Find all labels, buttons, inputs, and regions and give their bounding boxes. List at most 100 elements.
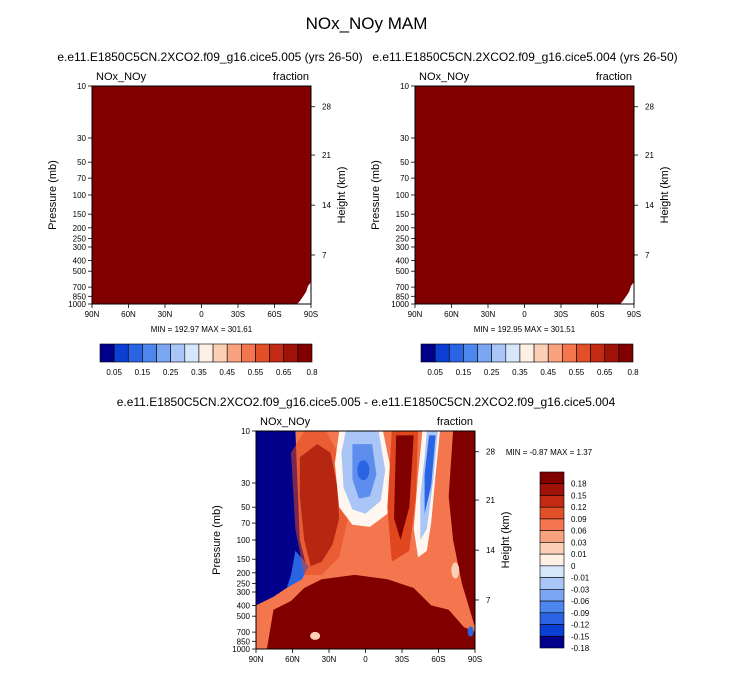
x-tick-label: 90S — [627, 310, 641, 319]
height-tick-label: 7 — [486, 596, 491, 605]
panel-title: e.e11.E1850C5CN.2XCO2.f09_g16.cice5.004 … — [372, 50, 677, 64]
colorbar-box — [198, 343, 214, 363]
y-tick-label: 850 — [237, 637, 251, 646]
colorbar-label: 0.18 — [571, 480, 587, 489]
y-tick-label: 30 — [400, 134, 409, 143]
contour-red-rim — [291, 431, 348, 575]
colorbar-box — [547, 343, 563, 363]
x-tick-label: 90S — [468, 655, 482, 664]
y-axis-label: Pressure (mb) — [211, 505, 223, 575]
y-tick-label: 150 — [73, 210, 87, 219]
colorbar-label: 0.05 — [427, 368, 443, 377]
colorbar-box — [491, 343, 507, 363]
colorbar-label: 0.05 — [106, 368, 122, 377]
y-tick-label: 300 — [73, 243, 87, 252]
colorbar-box — [463, 343, 478, 363]
missing-data-notch — [620, 282, 634, 304]
colorbar-box — [539, 518, 565, 531]
left-string: NOx_NOy — [260, 416, 311, 428]
colorbar-box — [539, 577, 565, 590]
y-tick-label: 1000 — [68, 300, 86, 309]
y-tick-label: 250 — [73, 234, 87, 243]
colorbar-label: 0.25 — [484, 368, 500, 377]
height-tick-label: 14 — [322, 201, 331, 210]
colorbar-box — [127, 343, 143, 363]
colorbar-label: -0.12 — [571, 621, 590, 630]
y-tick-label: 400 — [396, 257, 410, 266]
y-tick-label: 150 — [237, 555, 251, 564]
y-tick-label: 500 — [237, 612, 251, 621]
page-title: NOx_NOy MAM — [305, 14, 428, 33]
y-tick-label: 10 — [241, 427, 250, 436]
y-tick-label: 30 — [241, 479, 250, 488]
colorbar-box — [533, 343, 549, 363]
x-tick-label: 30N — [481, 310, 496, 319]
colorbar-label: 0.01 — [571, 550, 587, 559]
colorbar-label: -0.18 — [571, 644, 590, 653]
right-string: fraction — [437, 416, 473, 428]
y-tick-label: 70 — [241, 519, 250, 528]
panel-title: e.e11.E1850C5CN.2XCO2.f09_g16.cice5.005 … — [57, 50, 362, 64]
colorbar-label: -0.06 — [571, 597, 590, 606]
y-tick-label: 1000 — [232, 645, 250, 654]
y-tick-label: 70 — [77, 174, 86, 183]
difference-contours — [256, 431, 475, 649]
x-tick-label: 60N — [121, 310, 136, 319]
y-tick-label: 400 — [73, 257, 87, 266]
height-tick-label: 21 — [486, 496, 495, 505]
colorbar-label: 0.45 — [219, 368, 235, 377]
x-tick-label: 90N — [408, 310, 423, 319]
stats-label: MIN = 192.95 MAX = 301.51 — [474, 325, 576, 334]
colorbar-box — [184, 343, 200, 363]
y-tick-label: 700 — [396, 283, 410, 292]
x-tick-label: 30S — [231, 310, 245, 319]
colorbar-box — [156, 343, 171, 363]
x-tick-label: 0 — [199, 310, 204, 319]
colorbar-label: 0.09 — [571, 515, 587, 524]
y-tick-label: 200 — [73, 224, 87, 233]
y-tick-label: 50 — [241, 503, 250, 512]
colorbar-box — [212, 343, 228, 363]
y-tick-label: 70 — [400, 174, 409, 183]
y-tick-label: 300 — [396, 243, 410, 252]
contour-blue-right — [424, 435, 436, 514]
left-string: NOx_NOy — [96, 71, 147, 83]
x-tick-label: 90S — [304, 310, 318, 319]
colorbar-label: -0.01 — [571, 574, 590, 583]
colorbar-label: 0.65 — [276, 368, 292, 377]
y-tick-label: 700 — [237, 628, 251, 637]
colorbar-label: 0.03 — [571, 538, 587, 547]
right-string: fraction — [273, 71, 309, 83]
y-tick-label: 1000 — [391, 300, 409, 309]
y-tick-label: 250 — [237, 579, 251, 588]
colorbar-label: -0.09 — [571, 609, 590, 618]
height-tick-label: 28 — [322, 103, 331, 112]
x-tick-label: 90N — [249, 655, 264, 664]
colorbar-box — [618, 343, 634, 363]
x-tick-label: 0 — [363, 655, 368, 664]
y-tick-label: 200 — [396, 224, 410, 233]
colorbar-box — [448, 343, 464, 363]
colorbar-box — [539, 600, 565, 614]
colorbar-box — [539, 635, 565, 649]
height-tick-label: 21 — [645, 151, 654, 160]
colorbar-box — [539, 483, 565, 496]
height-tick-label: 7 — [645, 251, 650, 260]
height-tick-label: 14 — [645, 201, 654, 210]
x-tick-label: 60N — [444, 310, 459, 319]
stats-label: MIN = -0.87 MAX = 1.37 — [506, 448, 593, 457]
colorbar-box — [283, 343, 299, 363]
colorbar-box — [505, 343, 521, 363]
height-tick-label: 28 — [486, 448, 495, 457]
colorbar-label: 0.15 — [571, 491, 587, 500]
colorbar-label: 0 — [571, 562, 576, 571]
colorbar-box — [226, 343, 242, 363]
contour-blue-patch-corner — [467, 626, 474, 637]
colorbar-label: 0.12 — [571, 503, 587, 512]
x-tick-label: 60S — [431, 655, 445, 664]
contour-dark-red-lower — [266, 574, 475, 649]
height-tick-label: 28 — [645, 103, 654, 112]
x-tick-label: 60S — [267, 310, 281, 319]
y-tick-label: 100 — [237, 536, 251, 545]
height-tick-label: 14 — [486, 546, 495, 555]
